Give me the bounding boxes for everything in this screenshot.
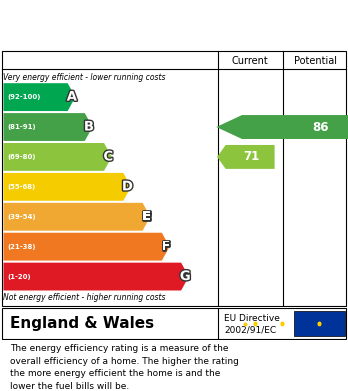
Text: (39-54): (39-54): [7, 214, 35, 220]
Text: (1-20): (1-20): [7, 274, 31, 280]
Polygon shape: [3, 83, 75, 111]
Text: G: G: [180, 270, 191, 283]
Text: Very energy efficient - lower running costs: Very energy efficient - lower running co…: [3, 72, 166, 81]
Polygon shape: [3, 233, 169, 260]
Polygon shape: [217, 145, 275, 169]
Text: 71: 71: [244, 151, 260, 163]
Text: (92-100): (92-100): [7, 94, 40, 100]
Text: England & Wales: England & Wales: [10, 316, 155, 331]
Text: 2002/91/EC: 2002/91/EC: [224, 325, 277, 334]
Text: (21-38): (21-38): [7, 244, 35, 250]
Polygon shape: [3, 203, 150, 231]
Text: B: B: [84, 120, 94, 133]
Text: Potential: Potential: [294, 56, 337, 66]
Text: (81-91): (81-91): [7, 124, 35, 130]
Bar: [294, 311, 345, 336]
Text: E: E: [142, 210, 151, 223]
Text: Energy Efficiency Rating: Energy Efficiency Rating: [10, 18, 221, 34]
Text: (69-80): (69-80): [7, 154, 35, 160]
Polygon shape: [3, 263, 189, 291]
Polygon shape: [216, 115, 348, 139]
Polygon shape: [3, 143, 112, 171]
Polygon shape: [3, 113, 93, 141]
Text: Not energy efficient - higher running costs: Not energy efficient - higher running co…: [3, 293, 166, 302]
Text: The energy efficiency rating is a measure of the
overall efficiency of a home. T: The energy efficiency rating is a measur…: [10, 344, 239, 391]
Text: F: F: [161, 240, 171, 253]
Text: 86: 86: [312, 120, 329, 133]
Text: C: C: [103, 151, 113, 163]
Text: (55-68): (55-68): [7, 184, 35, 190]
Text: D: D: [122, 180, 133, 193]
Polygon shape: [3, 173, 131, 201]
Text: Current: Current: [232, 56, 269, 66]
Text: A: A: [67, 91, 77, 104]
Text: EU Directive: EU Directive: [224, 314, 280, 323]
